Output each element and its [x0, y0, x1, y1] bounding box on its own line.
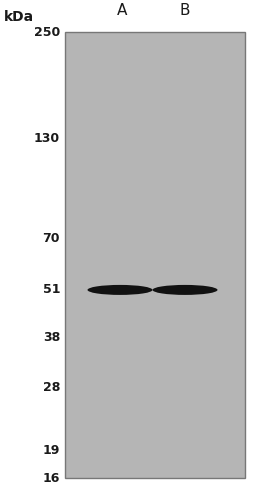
Text: 16: 16 — [43, 471, 60, 484]
Text: B: B — [180, 3, 190, 18]
Text: 130: 130 — [34, 132, 60, 145]
Text: A: A — [117, 3, 127, 18]
FancyBboxPatch shape — [65, 32, 245, 478]
Text: kDa: kDa — [4, 10, 34, 24]
Text: 19: 19 — [43, 443, 60, 456]
Text: 70: 70 — [42, 232, 60, 245]
Text: 28: 28 — [43, 381, 60, 394]
Text: 51: 51 — [42, 284, 60, 297]
Text: 250: 250 — [34, 26, 60, 39]
Ellipse shape — [88, 285, 153, 295]
Text: 38: 38 — [43, 331, 60, 344]
Ellipse shape — [153, 285, 218, 295]
